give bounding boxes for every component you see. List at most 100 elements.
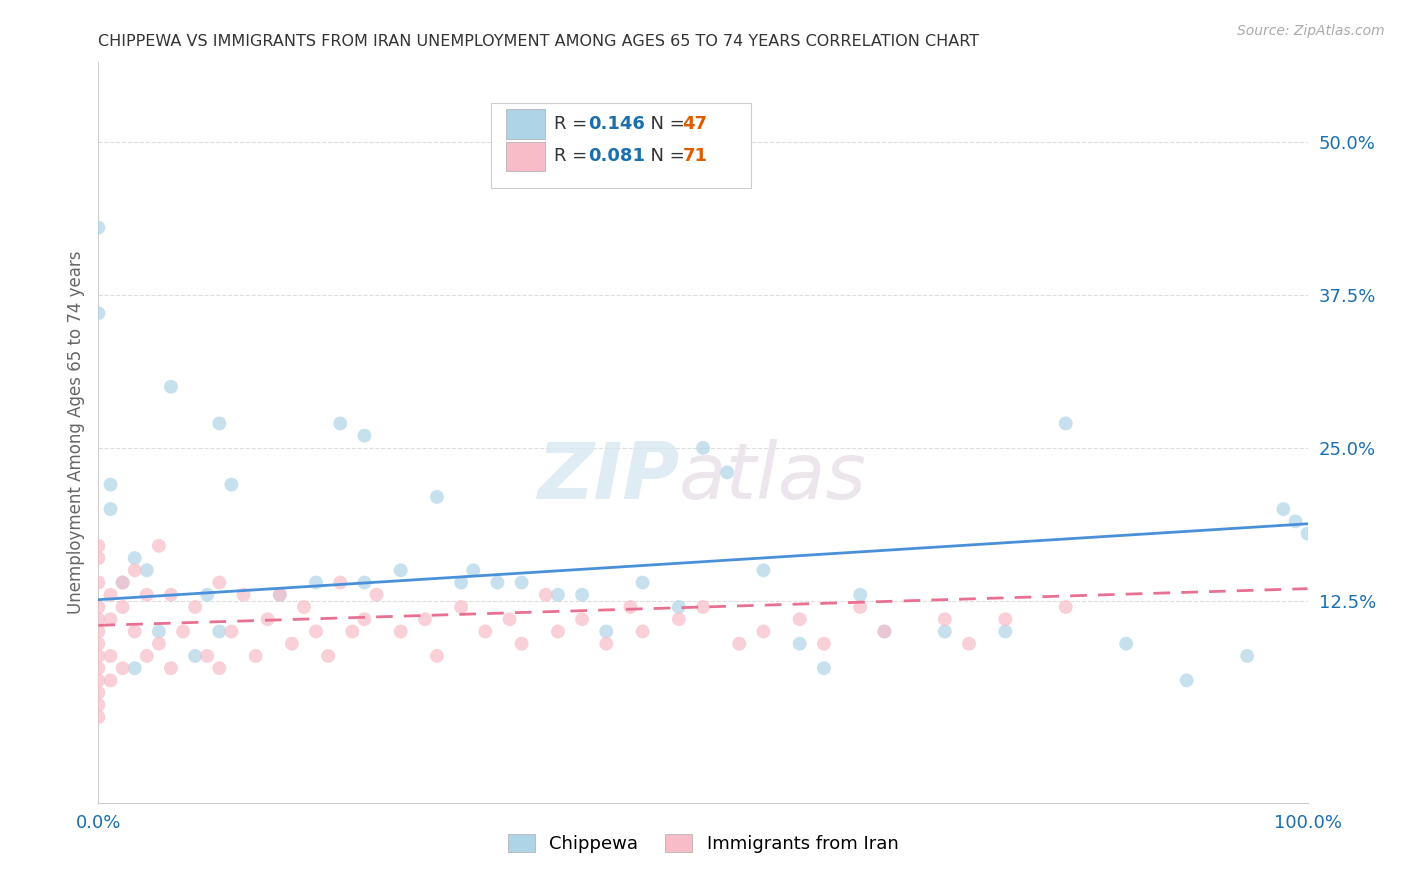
Point [87,710,110,724]
Point [668,612,690,626]
Point [87,575,110,590]
Point [510,637,533,651]
Point [316,648,339,663]
Point [305,624,328,639]
Point [789,637,811,651]
Point [135,563,157,577]
Point [426,490,449,504]
Point [631,624,654,639]
Point [873,624,896,639]
Point [389,624,412,639]
Point [692,441,714,455]
Text: 0.081: 0.081 [588,147,645,165]
Point [571,612,593,626]
Point [87,599,110,614]
Point [221,477,243,491]
Point [498,612,520,626]
Point [111,575,134,590]
Text: N =: N = [638,115,690,133]
Point [100,588,122,602]
Text: Source: ZipAtlas.com: Source: ZipAtlas.com [1237,24,1385,38]
Point [245,648,267,663]
Point [135,588,157,602]
Point [1054,417,1077,431]
Point [716,466,738,480]
Point [292,599,315,614]
Point [208,575,231,590]
Point [463,563,485,577]
Point [100,612,122,626]
FancyBboxPatch shape [506,109,544,138]
Point [389,563,412,577]
Point [486,575,509,590]
Point [1272,502,1295,516]
Point [595,637,617,651]
FancyBboxPatch shape [506,142,544,171]
Point [547,588,569,602]
Point [366,588,388,602]
Text: N =: N = [638,147,690,165]
Point [305,575,328,590]
Point [87,306,110,320]
Point [752,563,775,577]
Point [510,575,533,590]
Point [934,624,956,639]
Text: 0.146: 0.146 [588,115,645,133]
Point [934,612,956,626]
Point [87,539,110,553]
Point [1175,673,1198,688]
Point [873,624,896,639]
Point [124,563,146,577]
Text: R =: R = [554,147,593,165]
Point [148,637,170,651]
Legend: Chippewa, Immigrants from Iran: Chippewa, Immigrants from Iran [508,834,898,853]
Point [994,624,1017,639]
Point [87,661,110,675]
Point [269,588,291,602]
Text: ZIP: ZIP [537,439,679,515]
Point [813,661,835,675]
Point [957,637,980,651]
Point [195,648,218,663]
Point [135,648,157,663]
Point [1115,637,1137,651]
Point [849,588,872,602]
Point [413,612,436,626]
Point [353,612,375,626]
Point [232,588,254,602]
Point [208,417,231,431]
Point [124,551,146,566]
Point [789,612,811,626]
Point [329,575,352,590]
Point [752,624,775,639]
Point [1296,526,1319,541]
Point [813,637,835,651]
Point [111,661,134,675]
Point [342,624,364,639]
Point [728,637,751,651]
Point [221,624,243,639]
Point [87,637,110,651]
Point [692,599,714,614]
Point [281,637,304,651]
Point [124,661,146,675]
Point [100,648,122,663]
Point [571,588,593,602]
Point [100,673,122,688]
Point [184,599,207,614]
Point [353,428,375,442]
Point [619,599,641,614]
Point [87,673,110,688]
Point [256,612,278,626]
Point [87,648,110,663]
Point [474,624,496,639]
Point [87,612,110,626]
Point [124,624,146,639]
Point [269,588,291,602]
Point [1054,599,1077,614]
Point [994,612,1017,626]
Point [87,624,110,639]
FancyBboxPatch shape [492,103,751,188]
Point [1236,648,1258,663]
Text: 71: 71 [682,147,707,165]
